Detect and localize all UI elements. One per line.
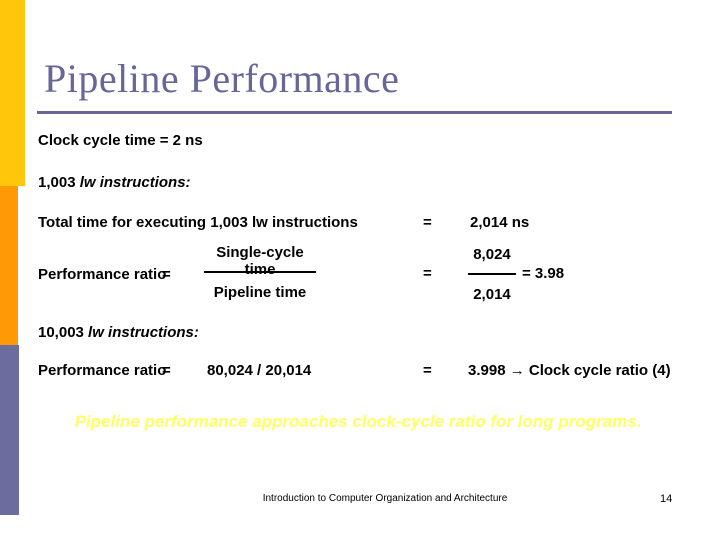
footer-course-title: Introduction to Computer Organization an… — [262, 493, 508, 504]
equals-sign: = — [423, 214, 432, 231]
section1-italic-label: lw instructions: — [79, 174, 191, 191]
fraction1-denominator: Pipeline time — [213, 284, 307, 301]
time-fraction: Single-cycle time Pipeline time — [204, 244, 316, 301]
slide-title: Pipeline Performance — [44, 56, 400, 101]
equals-sign: = — [162, 362, 171, 379]
equals-sign: = — [423, 362, 432, 379]
accent-bar-blue — [0, 345, 19, 515]
conclusion-statement: Pipeline performance approaches clock-cy… — [74, 412, 642, 431]
page-number: 14 — [660, 493, 673, 505]
fraction-result: = 3.98 — [522, 265, 565, 282]
performance-ratio-label-1: Performance ratio — [38, 266, 167, 283]
fraction2-bar — [468, 273, 516, 275]
performance-ratio-label-2: Performance ratio — [38, 362, 167, 379]
equals-sign: = — [423, 265, 432, 282]
value-fraction: 8,024 2,014 — [468, 246, 516, 303]
total-time-value: 2,014 ns — [470, 214, 530, 231]
clock-cycle-line: Clock cycle time = 2 ns — [38, 132, 203, 149]
ratio2-expression: 80,024 / 20,014 — [207, 362, 312, 379]
section2-heading: 10,003 lw instructions: — [38, 324, 199, 341]
accent-bar-orange — [0, 186, 18, 345]
fraction2-numerator: 8,024 — [473, 246, 511, 263]
accent-bar-gold — [0, 0, 25, 186]
ratio2-result: 3.998 → Clock cycle ratio (4) — [468, 362, 671, 379]
section1-heading: 1,003 lw instructions: — [38, 174, 191, 191]
title-underline-rule — [37, 111, 672, 114]
total-time-label: Total time for executing 1,003 lw instru… — [38, 214, 358, 231]
fraction1-numerator: Single-cycle time — [216, 244, 304, 278]
fraction2-denominator: 2,014 — [473, 286, 511, 303]
section1-count: 1,003 — [38, 174, 80, 191]
equals-sign: = — [162, 266, 171, 283]
section2-count: 10,003 — [38, 324, 89, 341]
section2-italic-label: lw instructions: — [88, 324, 199, 341]
fraction1-bar — [204, 271, 316, 273]
